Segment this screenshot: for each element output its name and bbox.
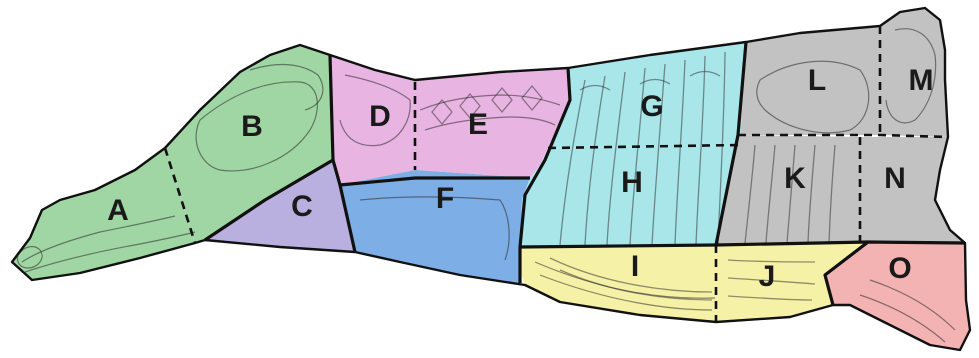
rib [727, 295, 813, 301]
region-l [738, 26, 880, 145]
label-j: J [759, 260, 776, 293]
region-e [415, 68, 570, 178]
rib [744, 144, 756, 244]
vertebra-block-2 [459, 92, 481, 120]
rib [727, 259, 816, 263]
label-o: O [888, 252, 911, 285]
rib [786, 144, 796, 244]
vertebra-block-3 [491, 86, 513, 114]
label-e: E [468, 108, 488, 141]
rib [807, 144, 816, 244]
shin-sketch [869, 279, 956, 331]
rib [651, 63, 666, 246]
label-c: C [291, 190, 313, 223]
region-d [330, 55, 415, 185]
rib [559, 269, 713, 301]
shoulder-blade-sketch [756, 60, 870, 134]
rib [559, 79, 586, 246]
cut-e-g [518, 67, 572, 283]
label-m: M [909, 64, 934, 97]
label-i: I [631, 250, 639, 283]
region-h [520, 145, 740, 247]
label-l: L [808, 64, 826, 97]
label-k: K [784, 162, 806, 195]
vertebra-sketch-2 [424, 116, 556, 131]
cut-j-o [823, 240, 869, 306]
rib-lines [549, 51, 836, 301]
label-d: D [369, 100, 391, 133]
label-b: B [241, 110, 263, 143]
shank-bone-sketch [21, 215, 176, 263]
carcass-outline [10, 6, 972, 352]
neck-sketch [885, 28, 937, 124]
cut-lines-dashed [163, 26, 949, 322]
region-m [880, 8, 948, 137]
label-g: G [640, 90, 663, 123]
rib [689, 70, 721, 77]
vertebra-block-4 [521, 84, 543, 112]
cut-l-k [738, 133, 949, 139]
cut-a-b [163, 147, 197, 244]
plate-sketch-2 [539, 274, 713, 311]
cut-d-f [331, 159, 530, 187]
region-b [165, 45, 333, 243]
cut-g-h [547, 143, 741, 150]
rib [579, 84, 611, 91]
region-c [205, 160, 355, 252]
round-muscle-sketch [195, 81, 318, 172]
cut-c-f [338, 184, 357, 253]
vertebra-block-1 [431, 98, 453, 126]
rib [629, 67, 646, 246]
cut-b-c [204, 158, 334, 242]
rib [695, 55, 706, 246]
rib [727, 277, 816, 285]
label-a: A [107, 194, 129, 227]
region-n [860, 137, 965, 243]
rib [606, 71, 626, 246]
rib [549, 257, 713, 293]
shank-bone-sketch-2 [24, 231, 196, 273]
hoof-sketch [16, 245, 43, 269]
rib [584, 75, 606, 246]
rib [828, 144, 836, 244]
label-n: N [884, 162, 906, 195]
rib [674, 59, 686, 246]
region-labels: A B C D E F G H I J K L M N O [107, 64, 933, 293]
region-o [825, 242, 970, 350]
cut-h-i [519, 240, 966, 249]
sirloin-sketch [339, 74, 411, 147]
rib [765, 144, 776, 244]
rib [639, 78, 671, 85]
label-f: F [436, 182, 454, 215]
cut-b-d [328, 54, 335, 161]
flank-sketch [359, 196, 510, 261]
region-a [12, 148, 195, 280]
shin-sketch-2 [859, 294, 946, 343]
round-muscle-sketch-2 [249, 63, 324, 111]
region-k [716, 135, 860, 245]
label-h: H [621, 166, 643, 199]
